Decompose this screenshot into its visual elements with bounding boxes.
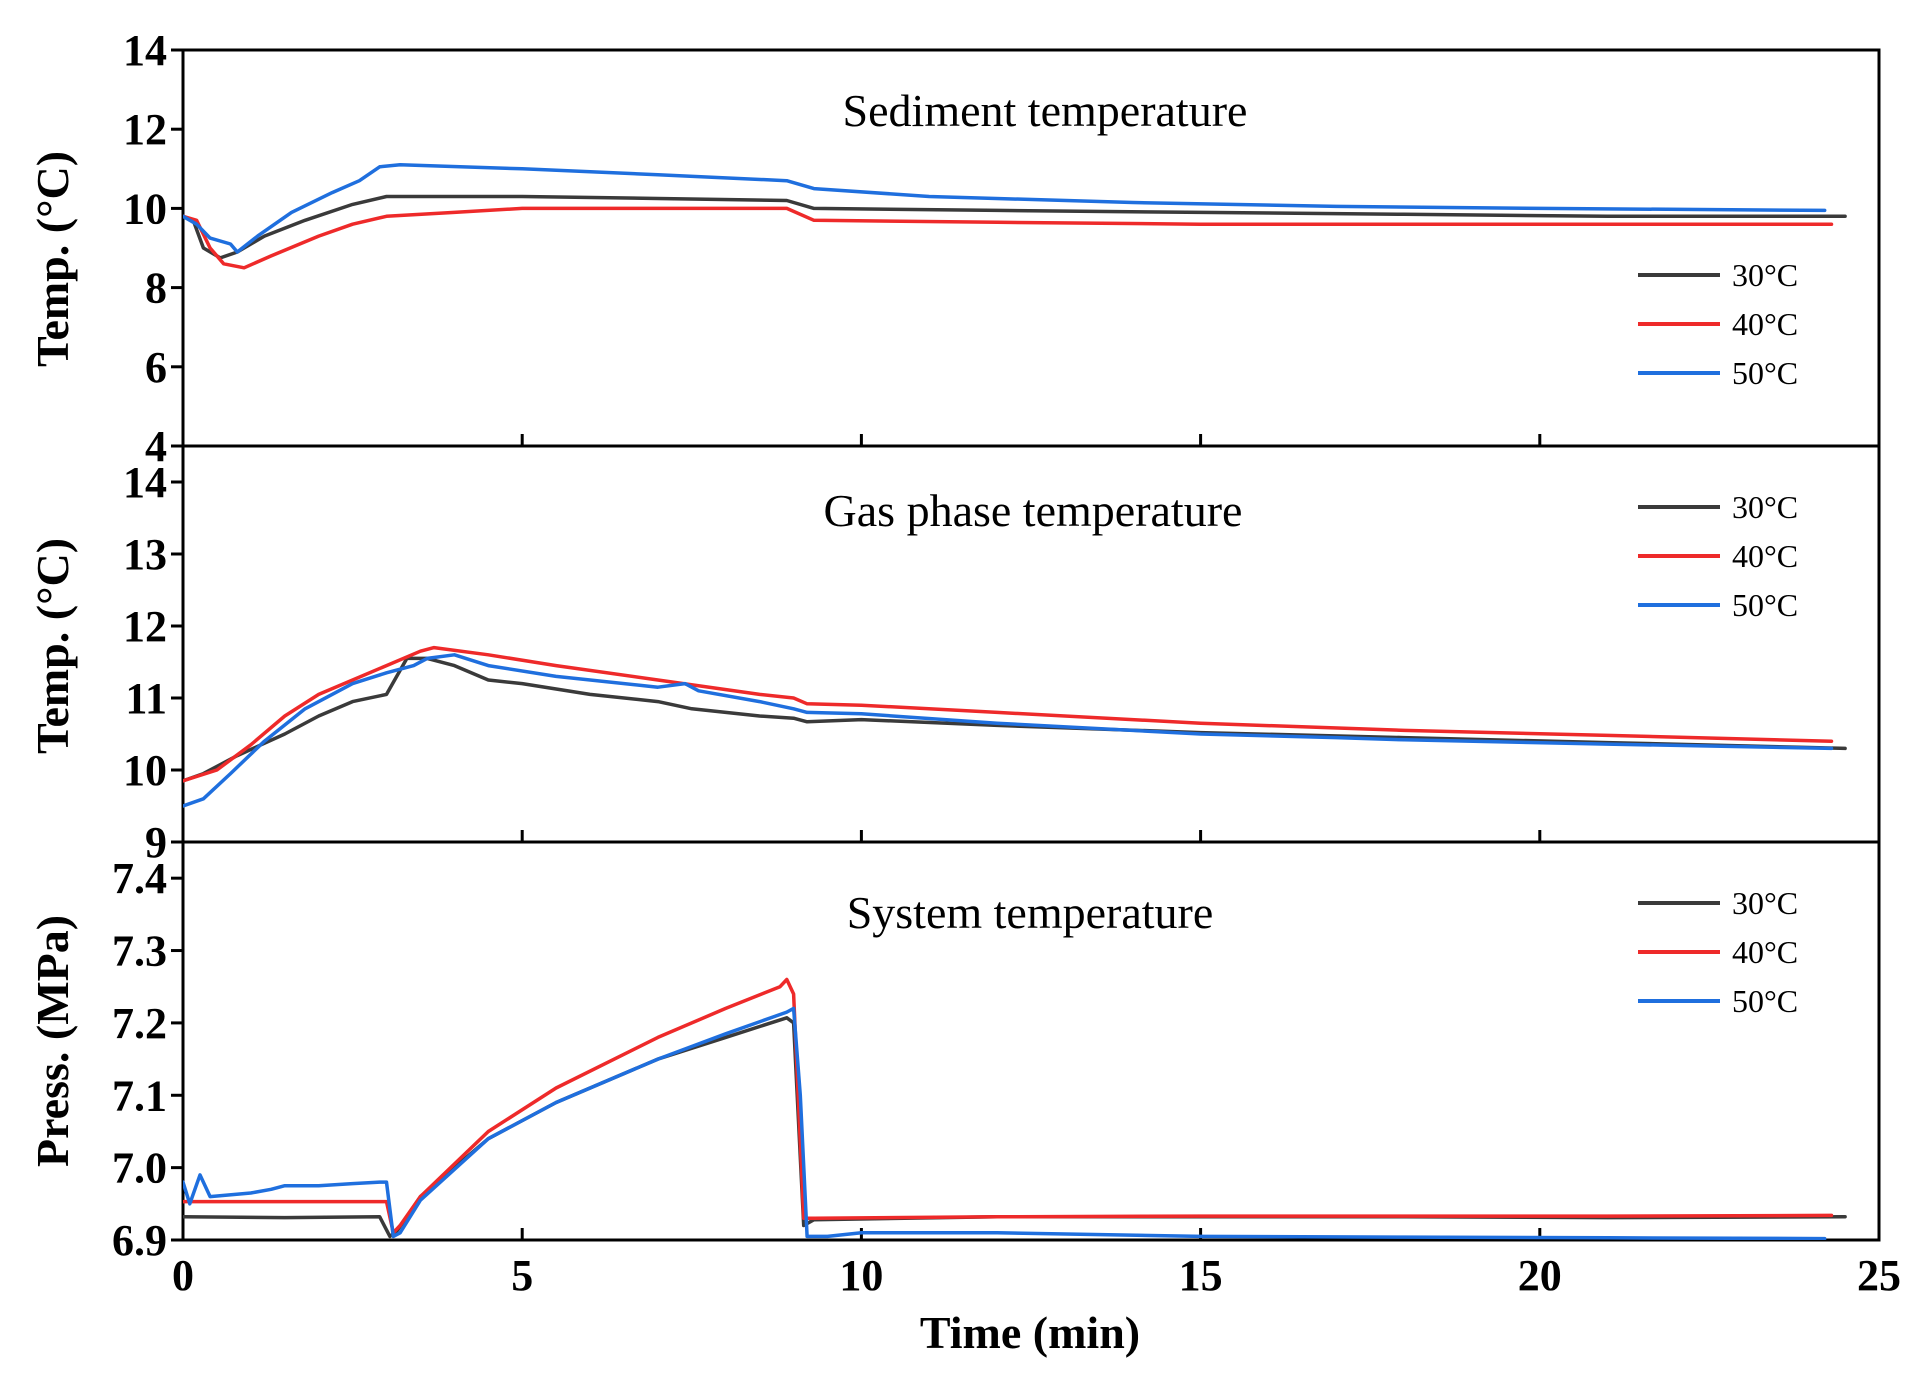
panel-system: System temperature Press. (MPa) 6.9 7.0 7.… bbox=[27, 840, 1881, 1265]
y-tick-label-system: 7.1 bbox=[112, 1071, 167, 1120]
y-tick-label-system: 7.4 bbox=[112, 854, 167, 903]
panel-title-gas-phase: Gas phase temperature bbox=[824, 485, 1243, 536]
legend-label-gas-phase-2: 50°C bbox=[1732, 587, 1798, 623]
y-tick-label-sediment: 10 bbox=[123, 184, 167, 233]
x-tick-label: 25 bbox=[1857, 1251, 1901, 1300]
y-tick-label-system: 7.3 bbox=[112, 927, 167, 976]
y-tick-label-sediment: 4 bbox=[145, 422, 167, 471]
x-tick-label: 5 bbox=[511, 1251, 533, 1300]
x-tick-label: 0 bbox=[172, 1251, 194, 1300]
series-line-sediment-1 bbox=[183, 206, 1834, 270]
y-axis-label-sediment: Temp. (°C) bbox=[27, 151, 78, 367]
legend-label-gas-phase-0: 30°C bbox=[1732, 489, 1798, 525]
series-line-sediment-2 bbox=[183, 163, 1827, 254]
y-tick-label-sediment: 6 bbox=[145, 343, 167, 392]
plot-frame-system bbox=[181, 840, 1881, 1242]
panel-gas-phase: Gas phase temperature Temp. (°C) 9 10 11 12… bbox=[27, 444, 1881, 867]
y-axis-label-gas-phase: Temp. (°C) bbox=[27, 538, 78, 754]
y-tick-label-sediment: 14 bbox=[123, 26, 167, 75]
y-axis-label-system: Press. (MPa) bbox=[27, 915, 78, 1167]
panel-sediment: Sediment temperature Temp. (°C) 4 6 8 10 12 1… bbox=[27, 26, 1881, 471]
y-tick-label-gas-phase: 11 bbox=[125, 674, 167, 723]
y-tick-label-system: 7.2 bbox=[112, 999, 167, 1048]
legend-label-system-1: 40°C bbox=[1732, 934, 1798, 970]
series-line-system-0 bbox=[183, 1016, 1847, 1239]
x-tick-label: 15 bbox=[1179, 1251, 1223, 1300]
series-line-system-1 bbox=[183, 977, 1834, 1235]
legend-label-gas-phase-1: 40°C bbox=[1732, 538, 1798, 574]
y-tick-label-sediment: 12 bbox=[123, 105, 167, 154]
series-line-gas-phase-2 bbox=[183, 653, 1834, 808]
panel-title-system: System temperature bbox=[847, 887, 1214, 938]
series-line-gas-phase-1 bbox=[183, 645, 1834, 783]
y-tick-label-gas-phase: 14 bbox=[123, 458, 167, 507]
series-line-system-2 bbox=[183, 1006, 1827, 1240]
x-tick-label: 20 bbox=[1518, 1251, 1562, 1300]
legend-label-sediment-0: 30°C bbox=[1732, 257, 1798, 293]
y-tick-label-system: 7.0 bbox=[112, 1144, 167, 1193]
y-tick-label-sediment: 8 bbox=[145, 264, 167, 313]
y-tick-label-gas-phase: 12 bbox=[123, 602, 167, 651]
series-line-sediment-0 bbox=[183, 194, 1847, 260]
y-tick-label-system: 6.9 bbox=[112, 1216, 167, 1265]
series-line-gas-phase-0 bbox=[183, 656, 1847, 783]
legend-label-sediment-2: 50°C bbox=[1732, 355, 1798, 391]
legend-label-sediment-1: 40°C bbox=[1732, 306, 1798, 342]
x-axis-label: Time (min) bbox=[920, 1307, 1140, 1358]
x-tick-label: 10 bbox=[839, 1251, 883, 1300]
legend-label-system-0: 30°C bbox=[1732, 885, 1798, 921]
y-tick-label-gas-phase: 13 bbox=[123, 530, 167, 579]
y-tick-label-gas-phase: 9 bbox=[145, 818, 167, 867]
y-tick-label-gas-phase: 10 bbox=[123, 746, 167, 795]
panel-title-sediment: Sediment temperature bbox=[843, 85, 1248, 136]
legend-label-system-2: 50°C bbox=[1732, 983, 1798, 1019]
